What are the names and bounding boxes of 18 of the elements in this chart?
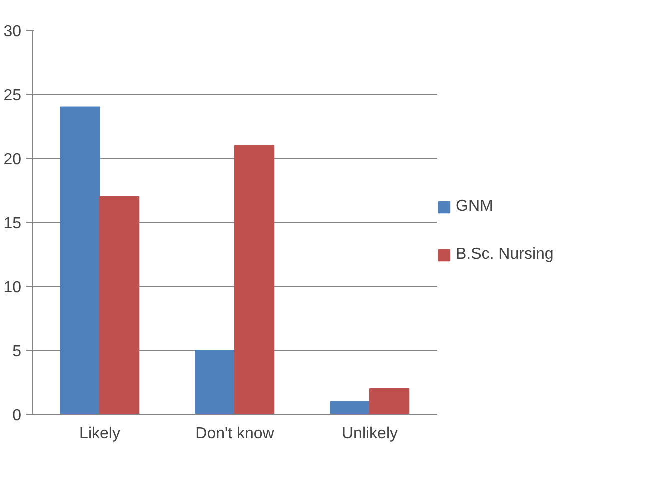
legend-label: B.Sc. Nursing [456,246,554,264]
bar [330,401,370,414]
x-tick-label: Unlikely [342,426,398,442]
y-tick-label: 25 [4,88,22,104]
y-tick-label: 15 [4,216,22,232]
legend-label: GNM [456,198,494,216]
y-tick-label: 30 [4,24,22,40]
bar [100,196,140,414]
y-tick-label: 5 [12,344,22,360]
y-tick-label: 10 [4,280,22,296]
bar [195,350,236,414]
bar [60,106,100,414]
y-tick-label: 20 [4,152,22,168]
y-tick-label: 0 [12,408,22,424]
bar [370,388,410,414]
x-tick-label: Likely [80,426,120,442]
x-tick-label: Don't know [196,426,275,442]
bar [234,145,275,414]
